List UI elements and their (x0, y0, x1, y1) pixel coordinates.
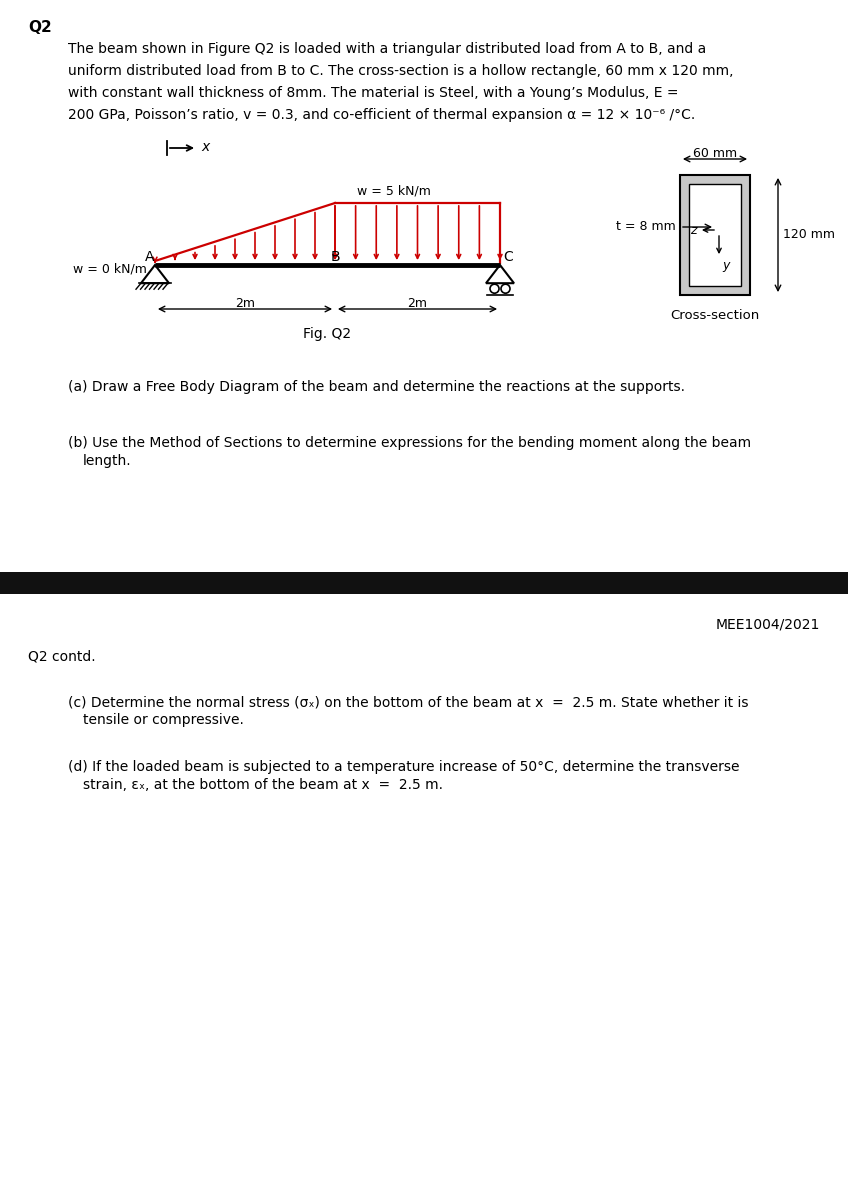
Text: (b) Use the Method of Sections to determine expressions for the bending moment a: (b) Use the Method of Sections to determ… (68, 436, 751, 450)
Text: tensile or compressive.: tensile or compressive. (83, 713, 244, 727)
Text: (c) Determine the normal stress (σₓ) on the bottom of the beam at x  =  2.5 m. S: (c) Determine the normal stress (σₓ) on … (68, 695, 749, 709)
Bar (680, 175, 750, 295)
Text: y: y (722, 259, 729, 272)
Polygon shape (141, 265, 169, 283)
Text: Fig. Q2: Fig. Q2 (304, 326, 352, 341)
Text: strain, εₓ, at the bottom of the beam at x  =  2.5 m.: strain, εₓ, at the bottom of the beam at… (83, 778, 443, 792)
Text: Q2 contd.: Q2 contd. (28, 650, 96, 664)
Text: z: z (690, 223, 697, 236)
Text: MEE1004/2021: MEE1004/2021 (716, 618, 820, 632)
Text: 60 mm: 60 mm (693, 146, 737, 160)
Text: x: x (201, 140, 209, 154)
Text: length.: length. (83, 454, 131, 468)
Text: w = 5 kN/m: w = 5 kN/m (357, 185, 431, 198)
Text: uniform distributed load from B to C. The cross-section is a hollow rectangle, 6: uniform distributed load from B to C. Th… (68, 64, 734, 78)
Polygon shape (486, 265, 514, 283)
Text: t = 8 mm: t = 8 mm (616, 220, 676, 233)
Text: w = 0 kN/m: w = 0 kN/m (73, 263, 147, 276)
Text: A: A (144, 250, 154, 264)
Bar (689, 184, 741, 286)
Text: B: B (330, 250, 340, 264)
Text: Q2: Q2 (28, 20, 52, 35)
Bar (0, 572, 848, 594)
Text: (a) Draw a Free Body Diagram of the beam and determine the reactions at the supp: (a) Draw a Free Body Diagram of the beam… (68, 380, 685, 394)
Text: Cross-section: Cross-section (671, 308, 760, 322)
Text: 200 GPa, Poisson’s ratio, v = 0.3, and co-efficient of thermal expansion α = 12 : 200 GPa, Poisson’s ratio, v = 0.3, and c… (68, 108, 695, 122)
Text: with constant wall thickness of 8mm. The material is Steel, with a Young’s Modul: with constant wall thickness of 8mm. The… (68, 86, 678, 100)
Text: C: C (503, 250, 513, 264)
Text: 2m: 2m (408, 296, 427, 310)
Text: The beam shown in Figure Q2 is loaded with a triangular distributed load from A : The beam shown in Figure Q2 is loaded wi… (68, 42, 706, 56)
Text: 2m: 2m (235, 296, 255, 310)
Text: 120 mm: 120 mm (783, 228, 835, 241)
Text: (d) If the loaded beam is subjected to a temperature increase of 50°C, determine: (d) If the loaded beam is subjected to a… (68, 760, 739, 774)
